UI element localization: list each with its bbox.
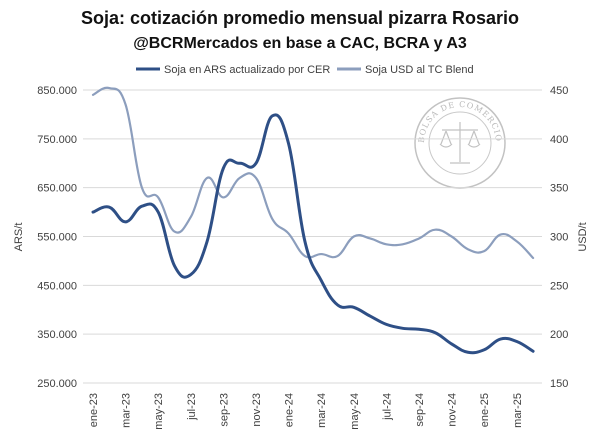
x-tick-label: ene-24 (284, 393, 296, 427)
y-axis-label-left: ARS/t (13, 223, 25, 252)
y-tick-label-left: 650.000 (37, 183, 77, 195)
x-tick-label: may-24 (349, 393, 361, 430)
x-axis: ene-23 mar-23 may-23 jul-23 sep-23 nov-23 ene-… (88, 393, 524, 430)
y-tick-label-left: 750.000 (37, 134, 77, 146)
x-tick-label: may-23 (153, 393, 165, 430)
y-tick-label-left: 550.000 (37, 232, 77, 244)
chart-title: Soja: cotización promedio mensual pizarr… (81, 8, 519, 28)
x-tick-label: jul-23 (186, 393, 198, 421)
y-tick-label-right: 200 (550, 329, 568, 341)
y-tick-label-right: 300 (550, 232, 568, 244)
scales-of-justice-icon (439, 122, 481, 164)
x-tick-label: mar-25 (512, 393, 524, 428)
y-tick-label-left: 450.000 (37, 280, 77, 292)
series-line-ars (91, 113, 535, 355)
x-tick-label: nov-23 (251, 393, 263, 427)
legend: Soja en ARS actualizado por CER Soja USD… (136, 64, 474, 76)
y-tick-label-right: 150 (550, 378, 568, 390)
x-tick-label: jul-24 (381, 393, 393, 421)
x-tick-label: sep-23 (218, 393, 230, 427)
y-axis-left: 250.000 350.000 450.000 550.000 650.000 750.0… (37, 85, 77, 390)
y-tick-label-left: 350.000 (37, 329, 77, 341)
series-layer (91, 86, 535, 355)
legend-label-usd: Soja USD al TC Blend (365, 64, 474, 76)
y-tick-label-right: 250 (550, 280, 568, 292)
x-tick-label: ene-23 (88, 393, 100, 427)
x-tick-label: mar-23 (121, 393, 133, 428)
x-tick-label: mar-24 (316, 393, 328, 428)
x-tick-label: nov-24 (447, 393, 459, 427)
legend-label-ars: Soja en ARS actualizado por CER (164, 64, 330, 76)
y-tick-label-right: 350 (550, 183, 568, 195)
y-axis-right: 150 200 250 300 350 400 450 (550, 85, 568, 390)
x-tick-label: sep-24 (414, 393, 426, 427)
y-tick-label-right: 450 (550, 85, 568, 97)
y-tick-label-left: 850.000 (37, 85, 77, 97)
y-axis-label-right: USD/t (577, 222, 589, 251)
series-line-usd (91, 86, 535, 260)
y-tick-label-right: 400 (550, 134, 568, 146)
chart-subtitle: @BCRMercados en base a CAC, BCRA y A3 (133, 35, 467, 52)
y-tick-label-left: 250.000 (37, 378, 77, 390)
gridlines (83, 89, 542, 384)
x-tick-label: ene-25 (479, 393, 491, 427)
